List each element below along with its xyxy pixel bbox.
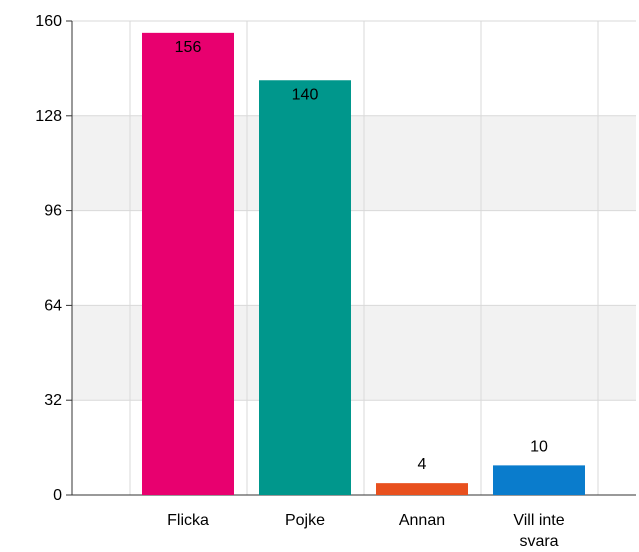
y-tick-label: 96 (44, 203, 62, 220)
data-label: 4 (418, 456, 427, 473)
data-label: 140 (292, 86, 319, 103)
data-label: 10 (530, 438, 548, 455)
data-labels: 156 140 4 10 (175, 39, 548, 473)
y-tick-label: 128 (35, 108, 62, 125)
bar (493, 465, 585, 495)
x-tick-label: Annan (399, 512, 445, 529)
x-tick-label: Vill inte svara (513, 512, 564, 550)
x-tick-label: Pojke (285, 512, 325, 529)
y-tick-labels: 0 32 64 96 128 160 (35, 13, 62, 504)
y-tick-label: 64 (44, 297, 62, 314)
bar (259, 80, 351, 495)
bars (142, 32, 585, 495)
bar (376, 483, 468, 495)
y-tick-label: 0 (53, 487, 62, 504)
y-tick-label: 32 (44, 392, 62, 409)
y-tick-label: 160 (35, 13, 62, 30)
x-tick-labels: Flicka Pojke Annan Vill inte svara (167, 512, 565, 550)
data-label: 156 (175, 39, 202, 56)
x-tick-label: Flicka (167, 512, 209, 529)
bar (142, 32, 234, 495)
